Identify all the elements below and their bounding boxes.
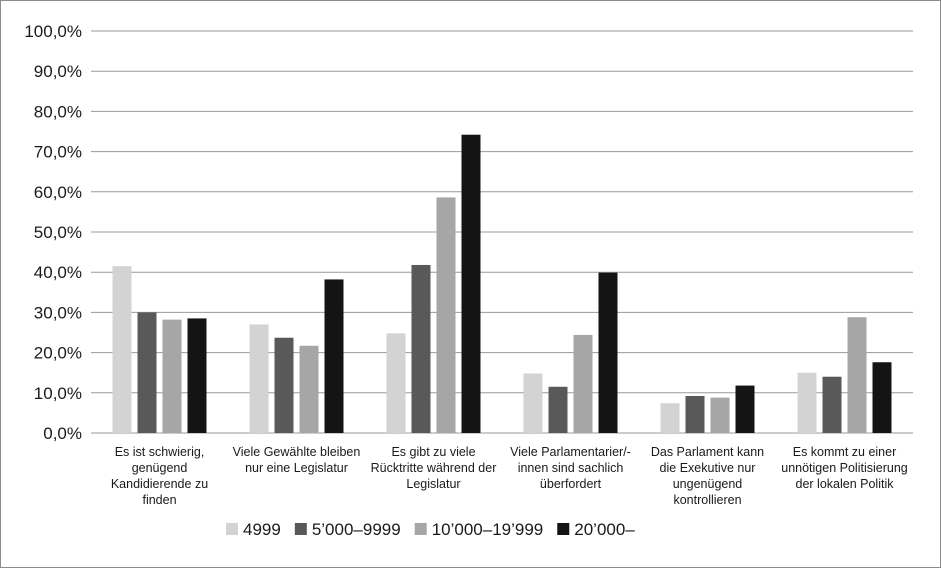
y-tick-label: 40,0% bbox=[34, 263, 82, 282]
bar bbox=[411, 264, 431, 433]
bars bbox=[112, 134, 892, 433]
bar bbox=[797, 372, 817, 433]
legend-swatch bbox=[414, 523, 427, 535]
y-tick-label: 70,0% bbox=[34, 143, 82, 162]
bar bbox=[324, 279, 344, 433]
legend-swatch bbox=[226, 523, 238, 535]
gridlines bbox=[91, 30, 913, 434]
bar bbox=[573, 334, 593, 433]
bar bbox=[847, 317, 867, 433]
y-tick-label: 0,0% bbox=[43, 424, 82, 443]
y-tick-label: 10,0% bbox=[34, 384, 82, 403]
legend-label: 20’000– bbox=[574, 520, 635, 539]
y-tick-label: 20,0% bbox=[34, 344, 82, 363]
y-tick-label: 30,0% bbox=[34, 303, 82, 322]
bar bbox=[660, 403, 680, 433]
y-tick-label: 90,0% bbox=[34, 62, 82, 81]
legend-swatch bbox=[557, 523, 570, 535]
bar bbox=[461, 134, 481, 433]
y-tick-label: 80,0% bbox=[34, 102, 82, 121]
bar bbox=[386, 333, 406, 433]
bar bbox=[436, 197, 456, 433]
bar bbox=[598, 272, 618, 433]
x-category-label: Es ist schwierig, genügend Kandidierende z… bbox=[111, 445, 208, 507]
x-category-label: Es kommt zu einer unnötigen Politisierung… bbox=[781, 445, 908, 491]
bar bbox=[137, 312, 157, 433]
y-tick-label: 60,0% bbox=[34, 183, 82, 202]
bar bbox=[162, 319, 182, 433]
bar bbox=[735, 385, 755, 433]
legend-label: 5’000–9999 bbox=[312, 520, 401, 539]
x-category-label: Viele Gewählte bleiben nur eine Legislatu… bbox=[233, 445, 361, 475]
bar bbox=[249, 324, 269, 433]
bar bbox=[523, 373, 543, 433]
x-category-label: Das Parlament kann die Exekutive nur ungen… bbox=[651, 445, 764, 507]
bar bbox=[299, 345, 319, 433]
legend: 4999 5’000–9999 10’000–19’999 20’000– bbox=[226, 520, 635, 539]
x-category-label: Es gibt zu viele Rücktritte während der Le… bbox=[371, 445, 497, 491]
y-tick-label: 50,0% bbox=[34, 223, 82, 242]
bar bbox=[274, 337, 294, 433]
legend-swatch bbox=[294, 523, 307, 535]
y-tick-label: 100,0% bbox=[24, 22, 82, 41]
y-axis-tick-labels: 0,0% 10,0% 20,0% 30,0% 40,0% 50,0% 60,0% 70,0% 8… bbox=[24, 22, 82, 443]
bar bbox=[685, 396, 705, 433]
legend-label: 4999 bbox=[243, 520, 281, 539]
bar bbox=[112, 266, 132, 433]
legend-label: 10’000–19’999 bbox=[432, 520, 544, 539]
x-axis-category-labels: Es ist schwierig, genügend Kandidierende z… bbox=[111, 445, 908, 507]
bar bbox=[548, 386, 568, 433]
x-category-label: Viele Parlamentarier/-innen sind sachlic… bbox=[510, 445, 631, 491]
bar bbox=[822, 376, 842, 433]
bar bbox=[187, 318, 207, 433]
bar bbox=[710, 397, 730, 433]
bar bbox=[872, 362, 892, 433]
